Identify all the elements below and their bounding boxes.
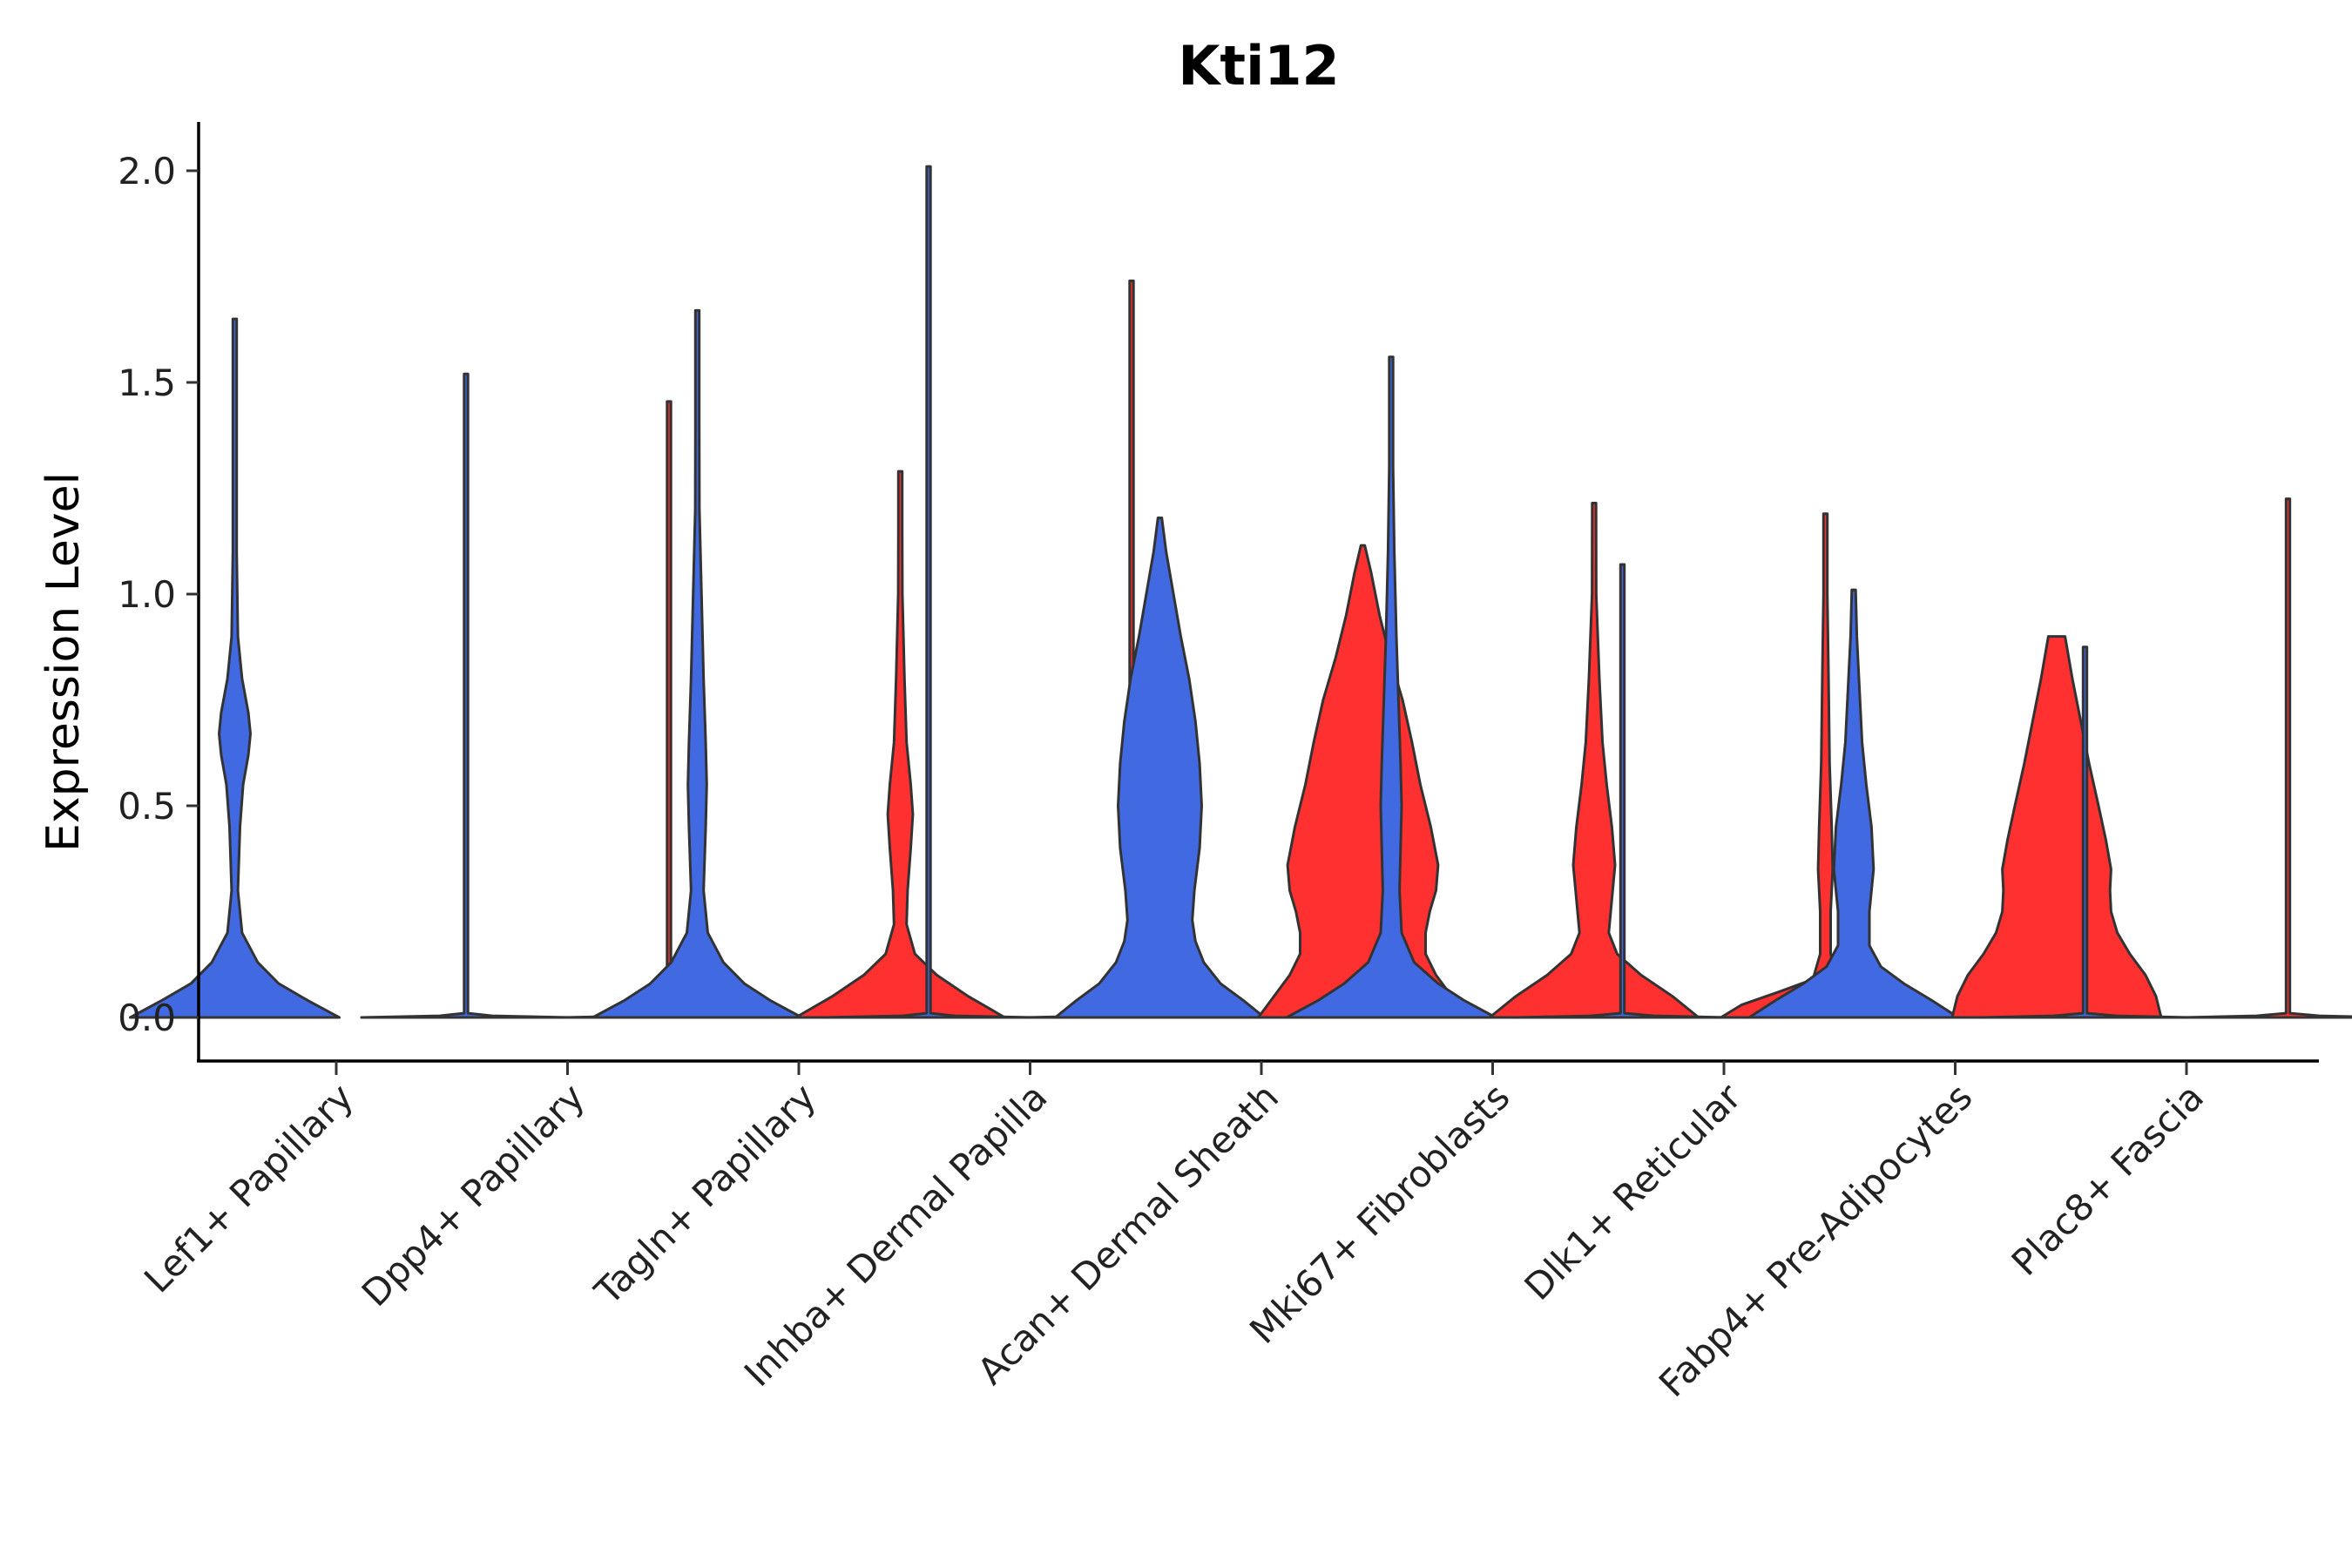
violin <box>1517 563 1728 1019</box>
violin <box>1054 517 1266 1019</box>
chart-title: Kti12 <box>1178 34 1339 98</box>
y-tick-label: 2.0 <box>118 150 176 193</box>
x-tick-label: Lef1+ Papillary <box>136 1075 362 1301</box>
violin <box>1488 502 1700 1019</box>
violin <box>1257 544 1469 1019</box>
violin <box>591 308 803 1019</box>
violin <box>822 165 1035 1019</box>
y-axis-label: Expression Level <box>37 472 90 852</box>
violin <box>794 470 1006 1019</box>
x-tick-label: Mki67+ Fibroblasts <box>1241 1075 1517 1351</box>
violin <box>563 400 775 1019</box>
x-tick-label: Dlk1+ Reticular <box>1517 1075 1750 1308</box>
y-ticks: 0.0 0.5 1.0 1.5 2.0 <box>118 150 199 1039</box>
violin <box>1720 512 1931 1019</box>
x-tick-label: Dpp4+ Papillary <box>354 1075 593 1315</box>
violin <box>2182 497 2352 1019</box>
y-tick-label: 1.5 <box>118 362 176 404</box>
y-tick-label: 0.5 <box>118 785 176 828</box>
y-tick-label: 0.0 <box>118 997 176 1039</box>
violin <box>129 317 341 1019</box>
violin <box>1950 635 2163 1019</box>
x-tick-label: Plac8+ Fascia <box>2004 1075 2212 1283</box>
x-tick-label: Tagln+ Papillary <box>586 1075 824 1313</box>
axes <box>197 122 2319 1063</box>
violin-layer <box>129 165 2352 1019</box>
violin <box>1979 645 2191 1019</box>
violin <box>1285 355 1497 1019</box>
y-tick-label: 1.0 <box>118 573 176 616</box>
violin <box>360 372 572 1019</box>
violin <box>1747 588 1960 1019</box>
